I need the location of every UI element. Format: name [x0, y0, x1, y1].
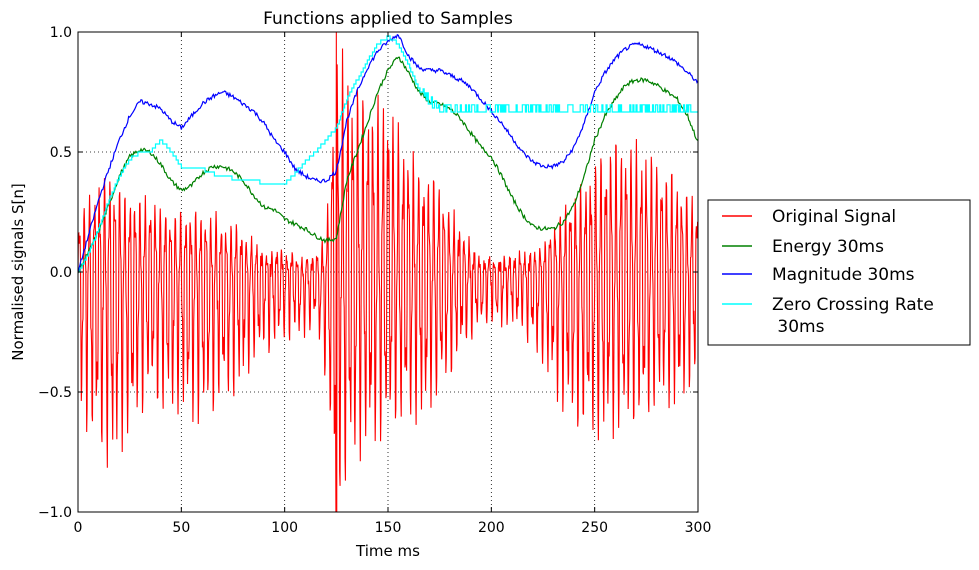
y-tick-label: 0.0 [50, 265, 72, 281]
legend-label-1: Energy 30ms [772, 237, 884, 257]
x-tick-label: 150 [375, 520, 402, 536]
legend-box [707, 199, 971, 346]
y-tick-label: −0.5 [38, 385, 72, 401]
y-tick-label: −1.0 [38, 505, 72, 521]
y-axis-label: Normalised signals S[n] [9, 183, 27, 360]
x-tick-label: 300 [685, 520, 712, 536]
series-line-0 [78, 32, 698, 512]
x-tick-label: 0 [74, 520, 83, 536]
series-line-3 [78, 35, 698, 273]
legend: Original Signal Energy 30ms Magnitude 30ms… [707, 199, 971, 346]
series-line-1 [78, 56, 698, 274]
plot-area [78, 32, 698, 512]
legend-label-2: Magnitude 30ms [772, 265, 915, 285]
x-tick-label: 50 [172, 520, 190, 536]
series-line-2 [78, 33, 698, 272]
chart-title: Functions applied to Samples [263, 9, 513, 29]
x-tick-label: 100 [271, 520, 298, 536]
legend-label-0: Original Signal [772, 207, 896, 227]
legend-label-3: Zero Crossing Rate 30ms [772, 295, 934, 337]
y-tick-label: 0.5 [50, 145, 72, 161]
y-tick-label: 1.0 [50, 25, 72, 41]
x-axis-label: Time ms [355, 542, 420, 560]
x-tick-label: 200 [478, 520, 505, 536]
x-tick-label: 250 [581, 520, 608, 536]
axis-ticks: 0 50 100 150 200 250 300 −1.0 −0.5 0.0 0.5 1.0 [38, 25, 711, 536]
